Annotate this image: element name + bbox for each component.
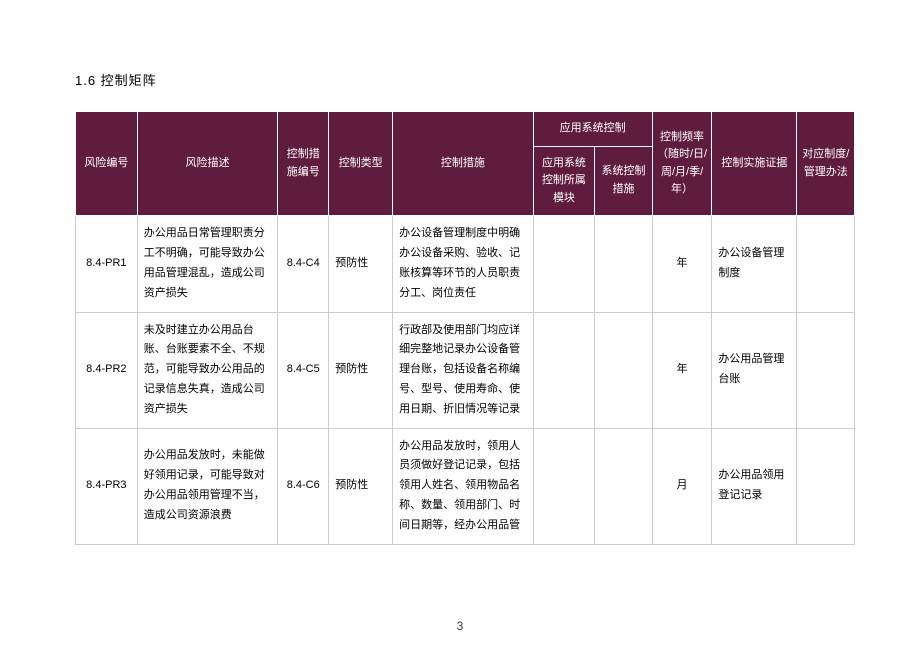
cell-ctrl-no: 8.4-C6 [278,428,329,544]
cell-evidence: 办公设备管理制度 [712,216,797,312]
cell-ctrl-type: 预防性 [329,312,393,428]
cell-risk-no: 8.4-PR1 [76,216,138,312]
section-title: 1.6 控制矩阵 [75,70,855,89]
table-body: 8.4-PR1 办公用品日常管理职责分工不明确，可能导致办公用品管理混乱，造成公… [76,216,855,544]
table-row: 8.4-PR1 办公用品日常管理职责分工不明确，可能导致办公用品管理混乱，造成公… [76,216,855,312]
cell-sys-ctrl [595,312,652,428]
header-risk-no: 风险编号 [76,112,138,216]
cell-risk-no: 8.4-PR2 [76,312,138,428]
cell-ctrl-no: 8.4-C5 [278,312,329,428]
header-ctrl-type: 控制类型 [329,112,393,216]
cell-ctrl-type: 预防性 [329,216,393,312]
cell-evidence: 办公用品领用登记记录 [712,428,797,544]
cell-sys-module [533,312,595,428]
header-evidence: 控制实施证据 [712,112,797,216]
header-risk-desc: 风险描述 [137,112,277,216]
cell-sys-module [533,428,595,544]
cell-ctrl-type: 预防性 [329,428,393,544]
header-ctrl-no: 控制措施编号 [278,112,329,216]
header-app-sys-ctrl: 应用系统控制 [533,112,652,147]
cell-ctrl-measure: 办公用品发放时，领用人员须做好登记记录，包括领用人姓名、领用物品名称、数量、领用… [393,428,533,544]
cell-policy [797,428,855,544]
cell-risk-desc: 未及时建立办公用品台账、台账要素不全、不规范，可能导致办公用品的记录信息失真，造… [137,312,277,428]
cell-evidence: 办公用品管理台账 [712,312,797,428]
cell-risk-desc: 办公用品发放时，未能做好领用记录，可能导致对办公用品领用管理不当，造成公司资源浪… [137,428,277,544]
cell-ctrl-no: 8.4-C4 [278,216,329,312]
cell-freq: 年 [652,312,712,428]
cell-sys-ctrl [595,216,652,312]
cell-freq: 月 [652,428,712,544]
header-sys-module: 应用系统控制所属模块 [533,146,595,216]
table-row: 8.4-PR3 办公用品发放时，未能做好领用记录，可能导致对办公用品领用管理不当… [76,428,855,544]
cell-policy [797,312,855,428]
cell-sys-module [533,216,595,312]
cell-freq: 年 [652,216,712,312]
table-row: 8.4-PR2 未及时建立办公用品台账、台账要素不全、不规范，可能导致办公用品的… [76,312,855,428]
cell-ctrl-measure: 办公设备管理制度中明确办公设备采购、验收、记账核算等环节的人员职责分工、岗位责任 [393,216,533,312]
header-ctrl-measure: 控制措施 [393,112,533,216]
header-sys-ctrl-measure: 系统控制措施 [595,146,652,216]
header-freq: 控制频率（随时/日/周/月/季/年） [652,112,712,216]
table-container: 风险编号 风险描述 控制措施编号 控制类型 控制措施 应用系统控制 控制频率（随… [75,111,855,545]
page-number: 3 [0,619,920,633]
table-header: 风险编号 风险描述 控制措施编号 控制类型 控制措施 应用系统控制 控制频率（随… [76,112,855,216]
header-policy: 对应制度/管理办法 [797,112,855,216]
cell-ctrl-measure: 行政部及使用部门均应详细完整地记录办公设备管理台账，包括设备名称编号、型号、使用… [393,312,533,428]
cell-sys-ctrl [595,428,652,544]
control-matrix-table: 风险编号 风险描述 控制措施编号 控制类型 控制措施 应用系统控制 控制频率（随… [75,111,855,545]
cell-policy [797,216,855,312]
cell-risk-no: 8.4-PR3 [76,428,138,544]
cell-risk-desc: 办公用品日常管理职责分工不明确，可能导致办公用品管理混乱，造成公司资产损失 [137,216,277,312]
